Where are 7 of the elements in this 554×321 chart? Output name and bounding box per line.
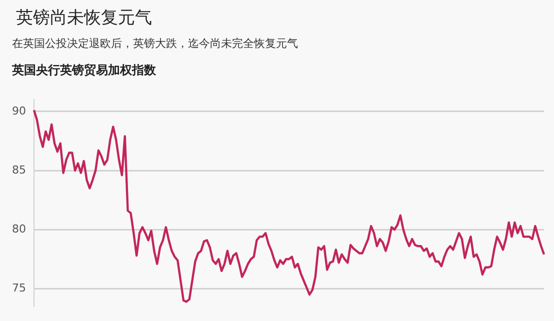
y-axis-title: 英国央行英镑贸易加权指数: [12, 62, 156, 79]
y-tick-label: 85: [12, 163, 26, 176]
y-tick-label: 90: [12, 104, 26, 118]
y-tick-label: 80: [12, 222, 26, 236]
chart-subtitle: 在英国公投决定退欧后，英镑大跌，迄今尚未完全恢复元气: [12, 36, 298, 51]
y-tick-label: 75: [12, 282, 26, 295]
chart-title: 英镑尚未恢复元气: [16, 7, 152, 29]
